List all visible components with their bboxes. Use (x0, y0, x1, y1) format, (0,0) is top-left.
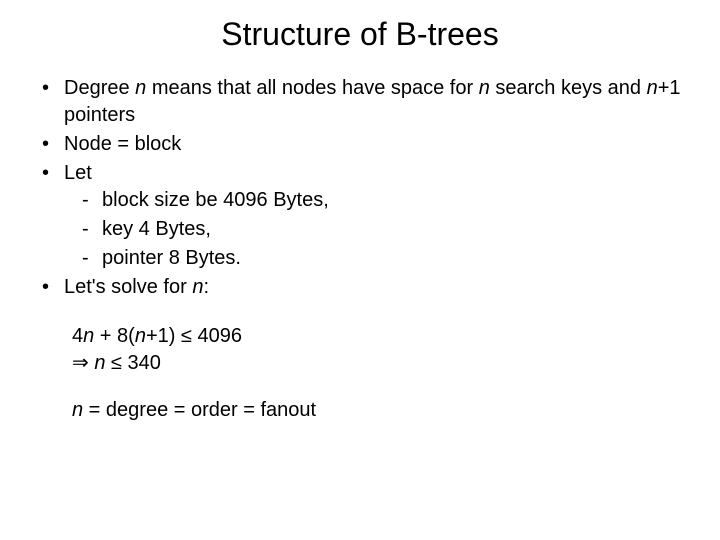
sub-bullet-list: block size be 4096 Bytes, key 4 Bytes, p… (82, 187, 690, 272)
text: 4 (72, 325, 83, 347)
text: +1) (146, 325, 181, 347)
sub-bullet-blocksize: block size be 4096 Bytes, (82, 187, 690, 214)
text: = degree = order = fanout (83, 399, 316, 421)
leq-symbol: ≤ (105, 352, 127, 374)
var-n: n (479, 77, 490, 99)
text: : (203, 276, 209, 298)
math-line-2: ⇒ n ≤ 340 (72, 350, 690, 377)
final-line: n = degree = order = fanout (72, 399, 690, 422)
bullet-item-let: Let block size be 4096 Bytes, key 4 Byte… (40, 160, 690, 272)
text: 4096 (192, 325, 242, 347)
slide: Structure of B-trees Degree n means that… (0, 0, 720, 540)
text: 340 (128, 352, 161, 374)
text: pointer 8 Bytes. (102, 247, 241, 269)
text: search keys and (490, 77, 647, 99)
text: key 4 Bytes, (102, 218, 211, 240)
bullet-item-degree: Degree n means that all nodes have space… (40, 75, 690, 129)
text: block size be 4096 Bytes, (102, 189, 329, 211)
bullet-item-solve: Let's solve for n: (40, 274, 690, 301)
var-n: n (83, 325, 94, 347)
var-n: n (135, 77, 146, 99)
implies-symbol: ⇒ (72, 352, 89, 374)
text: Let (64, 162, 92, 184)
bullet-item-node: Node = block (40, 131, 690, 158)
text: Let's solve for (64, 276, 192, 298)
var-n: n (647, 77, 658, 99)
leq-symbol: ≤ (181, 325, 192, 347)
text: + 8( (94, 325, 135, 347)
bullet-list: Degree n means that all nodes have space… (40, 75, 690, 301)
var-n: n (192, 276, 203, 298)
text: means that all nodes have space for (146, 77, 478, 99)
var-n: n (135, 325, 146, 347)
sub-bullet-pointer: pointer 8 Bytes. (82, 245, 690, 272)
var-n: n (72, 399, 83, 421)
text: Degree (64, 77, 135, 99)
slide-title: Structure of B-trees (30, 12, 690, 53)
math-line-1: 4n + 8(n+1) ≤ 4096 (72, 323, 690, 350)
text: Node = block (64, 133, 181, 155)
var-n: n (94, 352, 105, 374)
math-block: 4n + 8(n+1) ≤ 4096 ⇒ n ≤ 340 (72, 323, 690, 377)
sub-bullet-key: key 4 Bytes, (82, 216, 690, 243)
